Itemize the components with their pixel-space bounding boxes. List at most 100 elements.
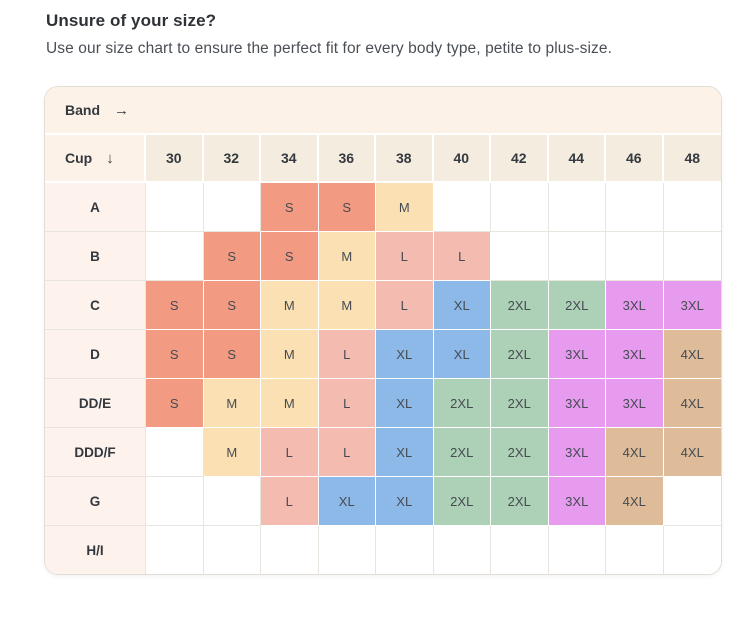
empty-cell-48-B — [663, 232, 721, 281]
size-cell-34-G: L — [261, 477, 319, 526]
empty-cell-42-B — [491, 232, 549, 281]
band-size-header-38: 38 — [376, 135, 434, 183]
size-cell-44-DD-E: 3XL — [548, 379, 606, 428]
size-cell-36-A: S — [318, 183, 376, 232]
empty-cell-44-H-I — [548, 526, 606, 574]
band-header-row: Band → — [45, 87, 721, 135]
size-cell-32-DD-E: M — [203, 379, 261, 428]
band-sizes-header-row: Cup ↓ 30 32 34 36 38 40 42 44 46 48 — [45, 135, 721, 183]
size-chart-row-C: C S S M M L XL 2XL 2XL 3XL 3XL — [45, 281, 721, 330]
size-cell-34-DDD-F: L — [261, 428, 319, 477]
size-chart-row-DDD-F: DDD/F M L L XL 2XL 2XL 3XL 4XL 4XL — [45, 428, 721, 477]
size-cell-38-B: L — [376, 232, 434, 281]
size-cell-36-D: L — [318, 330, 376, 379]
cup-row-label-B: B — [45, 232, 146, 281]
down-arrow-icon: ↓ — [106, 149, 114, 167]
empty-cell-42-A — [491, 183, 549, 232]
size-cell-40-D: XL — [433, 330, 491, 379]
cup-axis-header-cell: Cup ↓ — [45, 135, 146, 183]
band-size-header-40: 40 — [433, 135, 491, 183]
empty-cell-30-DDD-F — [146, 428, 204, 477]
size-cell-44-DDD-F: 3XL — [548, 428, 606, 477]
empty-cell-46-A — [606, 183, 664, 232]
size-chart-table: Band → Cup ↓ 30 32 34 36 38 40 42 44 46 48 A S S M B S S M L L C… — [45, 87, 721, 574]
empty-cell-32-H-I — [203, 526, 261, 574]
page-title: Unsure of your size? — [46, 11, 217, 30]
cup-row-label-A: A — [45, 183, 146, 232]
empty-cell-48-G — [663, 477, 721, 526]
size-cell-36-DDD-F: L — [318, 428, 376, 477]
size-cell-38-DDD-F: XL — [376, 428, 434, 477]
size-cell-38-A: M — [376, 183, 434, 232]
size-cell-44-D: 3XL — [548, 330, 606, 379]
size-cell-42-C: 2XL — [491, 281, 549, 330]
band-axis-label: Band — [65, 101, 100, 118]
size-chart-card: Band → Cup ↓ 30 32 34 36 38 40 42 44 46 48 A S S M B S S M L L C… — [44, 86, 722, 575]
size-cell-42-DDD-F: 2XL — [491, 428, 549, 477]
empty-cell-32-A — [203, 183, 261, 232]
empty-cell-40-H-I — [433, 526, 491, 574]
size-cell-40-C: XL — [433, 281, 491, 330]
empty-cell-44-B — [548, 232, 606, 281]
size-chart-row-H-I: H/I — [45, 526, 721, 574]
empty-cell-46-H-I — [606, 526, 664, 574]
size-cell-46-C: 3XL — [606, 281, 664, 330]
size-cell-48-D: 4XL — [663, 330, 721, 379]
empty-cell-48-A — [663, 183, 721, 232]
empty-cell-38-H-I — [376, 526, 434, 574]
size-chart-row-G: G L XL XL 2XL 2XL 3XL 4XL — [45, 477, 721, 526]
empty-cell-42-H-I — [491, 526, 549, 574]
cup-row-label-G: G — [45, 477, 146, 526]
band-size-header-30: 30 — [146, 135, 204, 183]
size-cell-30-C: S — [146, 281, 204, 330]
size-cell-40-DDD-F: 2XL — [433, 428, 491, 477]
size-cell-48-DDD-F: 4XL — [663, 428, 721, 477]
size-cell-34-D: M — [261, 330, 319, 379]
empty-cell-40-A — [433, 183, 491, 232]
size-cell-36-B: M — [318, 232, 376, 281]
band-size-header-44: 44 — [548, 135, 606, 183]
size-cell-42-D: 2XL — [491, 330, 549, 379]
size-cell-30-D: S — [146, 330, 204, 379]
size-cell-48-DD-E: 4XL — [663, 379, 721, 428]
empty-cell-30-B — [146, 232, 204, 281]
size-chart-body: Band → Cup ↓ 30 32 34 36 38 40 42 44 46 48 A S S M B S S M L L C… — [45, 87, 721, 574]
size-cell-34-DD-E: M — [261, 379, 319, 428]
size-chart-row-D: D S S M L XL XL 2XL 3XL 3XL 4XL — [45, 330, 721, 379]
size-cell-42-DD-E: 2XL — [491, 379, 549, 428]
band-size-header-42: 42 — [491, 135, 549, 183]
band-size-header-48: 48 — [663, 135, 721, 183]
size-cell-40-DD-E: 2XL — [433, 379, 491, 428]
cup-row-label-C: C — [45, 281, 146, 330]
size-cell-36-C: M — [318, 281, 376, 330]
empty-cell-34-H-I — [261, 526, 319, 574]
band-size-header-46: 46 — [606, 135, 664, 183]
size-cell-30-DD-E: S — [146, 379, 204, 428]
empty-cell-30-G — [146, 477, 204, 526]
size-guide-section: Unsure of your size? Use our size chart … — [44, 11, 722, 575]
empty-cell-32-G — [203, 477, 261, 526]
size-cell-44-G: 3XL — [548, 477, 606, 526]
size-cell-46-DD-E: 3XL — [606, 379, 664, 428]
band-size-header-34: 34 — [261, 135, 319, 183]
size-cell-38-D: XL — [376, 330, 434, 379]
size-cell-42-G: 2XL — [491, 477, 549, 526]
empty-cell-46-B — [606, 232, 664, 281]
size-cell-38-C: L — [376, 281, 434, 330]
size-cell-48-C: 3XL — [663, 281, 721, 330]
band-header-cell: Band → — [45, 87, 721, 135]
size-cell-46-DDD-F: 4XL — [606, 428, 664, 477]
size-cell-40-B: L — [433, 232, 491, 281]
empty-cell-30-A — [146, 183, 204, 232]
size-cell-34-B: S — [261, 232, 319, 281]
size-cell-36-DD-E: L — [318, 379, 376, 428]
empty-cell-30-H-I — [146, 526, 204, 574]
size-cell-34-A: S — [261, 183, 319, 232]
band-size-header-36: 36 — [318, 135, 376, 183]
page-subtitle: Use our size chart to ensure the perfect… — [46, 40, 613, 57]
size-cell-36-G: XL — [318, 477, 376, 526]
empty-cell-48-H-I — [663, 526, 721, 574]
size-cell-38-DD-E: XL — [376, 379, 434, 428]
